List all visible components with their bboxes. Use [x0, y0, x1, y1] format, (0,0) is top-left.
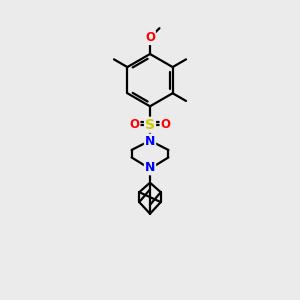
Text: N: N	[145, 135, 155, 148]
Text: O: O	[130, 118, 140, 131]
Text: O: O	[160, 118, 170, 131]
Text: O: O	[145, 31, 155, 44]
Text: S: S	[145, 118, 155, 132]
Text: N: N	[145, 161, 155, 174]
